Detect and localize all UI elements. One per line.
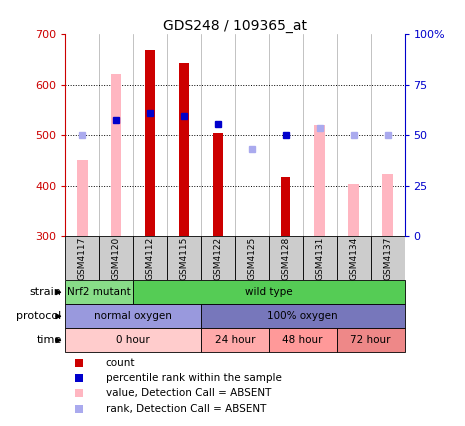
Text: 0 hour: 0 hour [116, 335, 150, 345]
Text: GSM4128: GSM4128 [281, 236, 290, 280]
Text: 24 hour: 24 hour [214, 335, 255, 345]
Text: GSM4131: GSM4131 [315, 236, 324, 280]
Text: GSM4115: GSM4115 [179, 236, 188, 280]
Bar [65, 280, 133, 304]
Bar [65, 328, 201, 352]
Bar [371, 236, 405, 280]
Text: 100% oxygen: 100% oxygen [267, 311, 338, 321]
Bar [213, 133, 223, 236]
Text: 48 hour: 48 hour [282, 335, 323, 345]
Bar [111, 74, 121, 236]
Bar [382, 175, 393, 236]
Bar [65, 236, 99, 280]
Bar [133, 236, 167, 280]
Text: GSM4117: GSM4117 [78, 236, 86, 280]
Bar [167, 236, 201, 280]
Text: wild type: wild type [245, 287, 292, 297]
Text: strain: strain [30, 287, 62, 297]
Bar [201, 304, 405, 328]
Bar [269, 236, 303, 280]
Bar [235, 236, 269, 280]
Text: value, Detection Call = ABSENT: value, Detection Call = ABSENT [106, 388, 271, 398]
Text: percentile rank within the sample: percentile rank within the sample [106, 373, 282, 383]
Bar [65, 304, 201, 328]
Bar [179, 63, 189, 236]
Text: GSM4120: GSM4120 [112, 236, 120, 280]
Text: GSM4137: GSM4137 [383, 236, 392, 280]
Bar [348, 184, 359, 236]
Text: time: time [36, 335, 62, 345]
Bar [133, 280, 405, 304]
Bar [337, 236, 371, 280]
Bar [281, 176, 291, 236]
Bar [269, 328, 337, 352]
Text: GSM4112: GSM4112 [146, 236, 154, 280]
Text: GSM4125: GSM4125 [247, 236, 256, 280]
Bar [314, 125, 325, 236]
Bar [145, 50, 155, 236]
Text: count: count [106, 358, 135, 368]
Text: 72 hour: 72 hour [350, 335, 391, 345]
Title: GDS248 / 109365_at: GDS248 / 109365_at [163, 19, 307, 33]
Text: Nrf2 mutant: Nrf2 mutant [67, 287, 131, 297]
Text: rank, Detection Call = ABSENT: rank, Detection Call = ABSENT [106, 403, 266, 414]
Text: normal oxygen: normal oxygen [94, 311, 172, 321]
Bar [99, 236, 133, 280]
Bar [337, 328, 405, 352]
Text: GSM4122: GSM4122 [213, 237, 222, 280]
Bar [77, 160, 87, 236]
Bar [201, 236, 235, 280]
Text: GSM4134: GSM4134 [349, 236, 358, 280]
Bar [303, 236, 337, 280]
Bar [201, 328, 269, 352]
Text: protocol: protocol [16, 311, 62, 321]
